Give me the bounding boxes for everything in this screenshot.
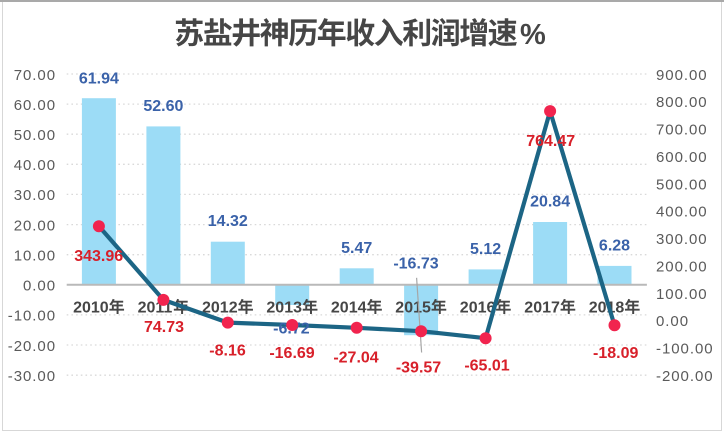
svg-text:-20.00: -20.00	[8, 338, 56, 355]
svg-text:2018: 2018	[589, 299, 625, 316]
svg-text:2012: 2012	[202, 299, 238, 316]
svg-text:5.47: 5.47	[341, 240, 372, 257]
svg-text:74.73: 74.73	[144, 319, 184, 336]
svg-text:-30.00: -30.00	[8, 368, 56, 385]
svg-text:30.00: 30.00	[14, 187, 56, 204]
svg-text:14.32: 14.32	[208, 213, 248, 230]
svg-text:-8.16: -8.16	[209, 342, 246, 359]
svg-text:40.00: 40.00	[14, 157, 56, 174]
svg-text:2016: 2016	[460, 299, 496, 316]
svg-text:100.00: 100.00	[656, 286, 708, 303]
svg-text:500.00: 500.00	[656, 176, 708, 193]
svg-text:200.00: 200.00	[656, 258, 708, 275]
svg-text:-200.00: -200.00	[656, 368, 714, 385]
svg-text:10.00: 10.00	[14, 248, 56, 265]
svg-text:300.00: 300.00	[656, 231, 708, 248]
svg-text:0.00: 0.00	[656, 313, 689, 330]
svg-text:52.60: 52.60	[143, 98, 183, 115]
svg-text:800.00: 800.00	[656, 94, 708, 111]
svg-text:61.94: 61.94	[79, 70, 119, 87]
svg-text:2017: 2017	[524, 299, 560, 316]
svg-text:764.47: 764.47	[526, 133, 575, 150]
svg-text:0.00: 0.00	[23, 278, 56, 295]
svg-text:20.00: 20.00	[14, 217, 56, 234]
svg-text:-10.00: -10.00	[8, 308, 56, 325]
svg-text:-65.01: -65.01	[464, 357, 509, 374]
svg-text:6.28: 6.28	[599, 237, 630, 254]
svg-text:2015: 2015	[395, 299, 431, 316]
svg-text:2010: 2010	[73, 299, 109, 316]
svg-text:700.00: 700.00	[656, 122, 708, 139]
svg-text:600.00: 600.00	[656, 149, 708, 166]
svg-text:70.00: 70.00	[14, 67, 56, 84]
svg-text:-16.73: -16.73	[393, 255, 438, 272]
svg-text:-27.04: -27.04	[333, 349, 378, 366]
svg-text:5.12: 5.12	[470, 241, 501, 258]
svg-text:2013: 2013	[266, 299, 302, 316]
svg-text:-18.09: -18.09	[593, 345, 638, 362]
svg-text:20.84: 20.84	[530, 193, 570, 210]
svg-text:60.00: 60.00	[14, 97, 56, 114]
svg-text:343.96: 343.96	[74, 248, 123, 265]
svg-text:900.00: 900.00	[656, 67, 708, 84]
svg-text:400.00: 400.00	[656, 204, 708, 221]
svg-text:-39.57: -39.57	[396, 360, 441, 377]
svg-text:-16.69: -16.69	[269, 345, 314, 362]
svg-text:%: %	[520, 19, 546, 51]
svg-text:2014: 2014	[331, 299, 367, 316]
svg-text:-100.00: -100.00	[656, 341, 714, 358]
svg-text:50.00: 50.00	[14, 127, 56, 144]
